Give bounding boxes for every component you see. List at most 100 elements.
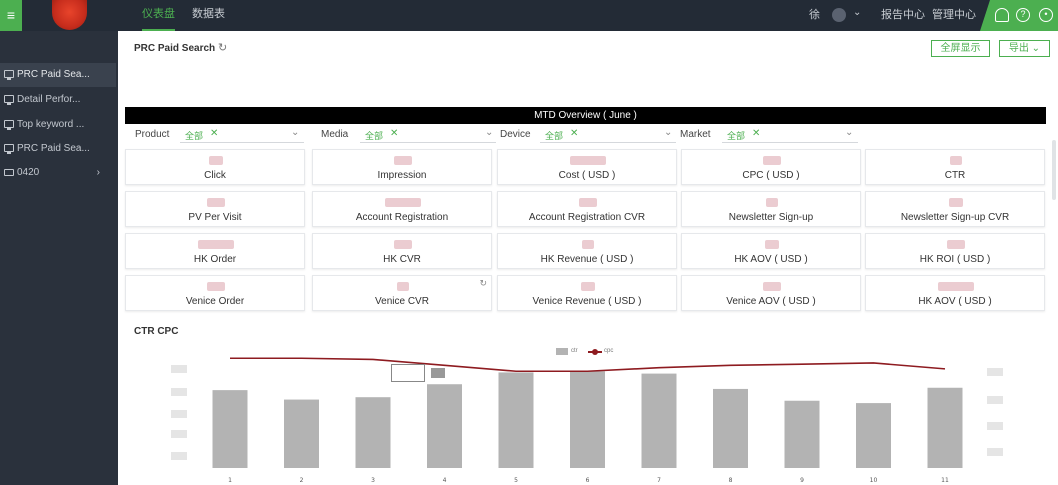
- metric-value-redacted: [394, 156, 412, 165]
- close-icon[interactable]: ✕: [752, 128, 761, 139]
- fullscreen-button[interactable]: 全屏显示: [931, 40, 990, 57]
- metric-card[interactable]: HK ROI ( USD ): [865, 233, 1045, 269]
- chevron-down-icon[interactable]: ⌄: [664, 127, 673, 138]
- x-tick-label: 6: [586, 477, 590, 484]
- metric-card[interactable]: Newsletter Sign-up CVR: [865, 191, 1045, 227]
- ctr-bar[interactable]: [856, 403, 891, 468]
- sidebar-item-label: Detail Perfor...: [17, 94, 81, 105]
- ctr-bar[interactable]: [927, 387, 963, 468]
- metric-card[interactable]: Venice CVR ↻: [312, 275, 492, 311]
- x-tick-label: 11: [941, 477, 949, 484]
- metric-label: Account Registration CVR: [528, 212, 646, 223]
- metric-card[interactable]: Venice Order: [125, 275, 305, 311]
- metric-card[interactable]: HK Revenue ( USD ): [497, 233, 677, 269]
- metric-value-redacted: [763, 282, 781, 291]
- metric-card[interactable]: Venice AOV ( USD ): [681, 275, 861, 311]
- tab-dashboard[interactable]: 仪表盘: [142, 0, 175, 31]
- metric-card[interactable]: PV Per Visit: [125, 191, 305, 227]
- ctr-bar[interactable]: [784, 400, 820, 468]
- chevron-down-icon[interactable]: ⌄: [845, 127, 854, 138]
- metric-card[interactable]: CTR: [865, 149, 1045, 185]
- metric-value-redacted: [207, 198, 225, 207]
- filter-device-select[interactable]: [540, 127, 676, 143]
- y2-axis-label-blurred: [987, 448, 1003, 456]
- close-icon[interactable]: ✕: [390, 128, 399, 139]
- metric-label: CTR: [944, 170, 966, 181]
- metric-value-redacted: [765, 240, 779, 249]
- chevron-down-icon[interactable]: ⌄: [291, 127, 300, 138]
- user-icon[interactable]: [995, 8, 1009, 22]
- ctr-bar[interactable]: [427, 384, 462, 468]
- metric-value-redacted: [947, 240, 965, 249]
- help-icon[interactable]: ?: [1016, 8, 1030, 22]
- metric-card[interactable]: Cost ( USD ): [497, 149, 677, 185]
- sidebar-folder-0420[interactable]: 0420 ›: [0, 161, 116, 185]
- filter-media-select[interactable]: [360, 127, 496, 143]
- metric-card[interactable]: HK AOV ( USD ): [681, 233, 861, 269]
- metric-value-redacted: [207, 282, 225, 291]
- filter-market-select[interactable]: [722, 127, 858, 143]
- y-axis-label-blurred: [171, 388, 187, 396]
- ctr-bar[interactable]: [641, 373, 677, 468]
- metric-label: CPC ( USD ): [742, 170, 800, 181]
- report-center-link[interactable]: 报告中心: [881, 9, 925, 21]
- tab-datasheet[interactable]: 数据表: [192, 8, 225, 20]
- filter-product-select[interactable]: [180, 127, 304, 143]
- sidebar-item-prc-paid-search[interactable]: PRC Paid Sea...: [0, 63, 116, 87]
- x-tick-label: 8: [729, 477, 733, 484]
- x-tick-label: 3: [371, 477, 375, 484]
- metric-card[interactable]: Account Registration CVR: [497, 191, 677, 227]
- chevron-right-icon: ›: [96, 167, 100, 178]
- metric-card[interactable]: HK AOV ( USD ): [865, 275, 1045, 311]
- ctr-cpc-chart: 1 2 3 4 5 6 7 8 9 10 11: [212, 357, 963, 484]
- metric-value-redacted: [950, 156, 962, 165]
- legend-ctr-label[interactable]: ctr: [571, 348, 578, 354]
- ctr-bar[interactable]: [284, 399, 319, 468]
- refresh-icon[interactable]: ↻: [479, 278, 487, 288]
- export-button[interactable]: 导出 ⌄: [999, 40, 1050, 57]
- filter-market-chip: 全部: [727, 131, 746, 141]
- metric-value-redacted: [582, 240, 594, 249]
- metric-card[interactable]: HK CVR: [312, 233, 492, 269]
- metric-label: Venice Revenue ( USD ): [532, 296, 642, 307]
- ctr-bar[interactable]: [713, 388, 748, 468]
- close-icon[interactable]: ✕: [570, 128, 579, 139]
- metric-card[interactable]: Account Registration: [312, 191, 492, 227]
- ctr-bar[interactable]: [355, 397, 391, 468]
- metric-card[interactable]: Click: [125, 149, 305, 185]
- x-tick-label: 2: [300, 477, 304, 484]
- ctr-bar[interactable]: [570, 371, 605, 468]
- legend-ctr-swatch[interactable]: [556, 348, 568, 355]
- power-icon[interactable]: •: [1039, 8, 1053, 22]
- sidebar-item-detail-performance[interactable]: Detail Perfor...: [0, 88, 116, 112]
- ctr-bar[interactable]: [498, 372, 534, 468]
- refresh-icon[interactable]: ↻: [218, 42, 228, 54]
- scrollbar[interactable]: [1052, 140, 1056, 200]
- metric-card[interactable]: HK Order: [125, 233, 305, 269]
- metric-label: Venice Order: [185, 296, 245, 307]
- metric-value-redacted: [579, 198, 597, 207]
- hamburger-icon[interactable]: ≡: [0, 0, 22, 31]
- avatar[interactable]: [832, 8, 846, 22]
- metric-card[interactable]: Impression: [312, 149, 492, 185]
- cpc-line[interactable]: [230, 357, 946, 373]
- metric-value-redacted: [385, 198, 421, 207]
- x-tick-label: 4: [443, 477, 447, 484]
- sidebar-item-prc-paid-search-2[interactable]: PRC Paid Sea...: [0, 137, 116, 161]
- metric-card[interactable]: Venice Revenue ( USD ): [497, 275, 677, 311]
- metric-card[interactable]: Newsletter Sign-up: [681, 191, 861, 227]
- user-name[interactable]: 徐: [809, 9, 820, 21]
- chevron-down-icon[interactable]: ⌄: [853, 7, 862, 18]
- metric-card[interactable]: CPC ( USD ): [681, 149, 861, 185]
- y2-axis-label-blurred: [987, 422, 1003, 430]
- metric-value-redacted: [949, 198, 963, 207]
- close-icon[interactable]: ✕: [210, 128, 219, 139]
- x-tick-label: 10: [870, 477, 878, 484]
- chevron-down-icon[interactable]: ⌄: [485, 127, 494, 138]
- legend-cpc-label[interactable]: cpc: [604, 348, 614, 354]
- sidebar-item-top-keyword[interactable]: Top keyword ...: [0, 113, 116, 137]
- admin-center-link[interactable]: 管理中心: [932, 9, 976, 21]
- brand-logo: [52, 0, 87, 30]
- legend-cpc-dot: [592, 349, 598, 355]
- ctr-bar[interactable]: [212, 390, 248, 468]
